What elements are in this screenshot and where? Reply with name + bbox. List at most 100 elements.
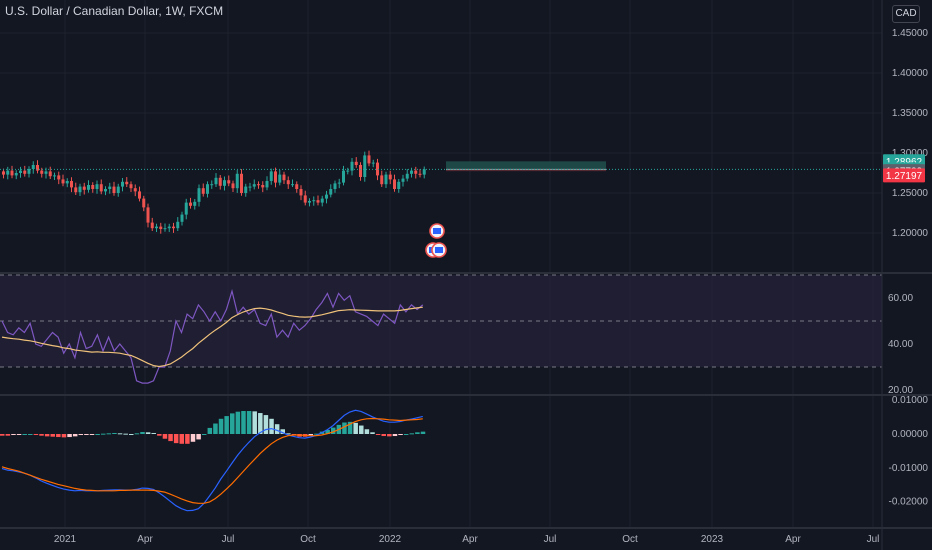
price-axis-label: 1.25000 [892, 188, 929, 199]
candle [261, 185, 265, 188]
candle [91, 185, 95, 189]
macd-histogram-bar [347, 421, 353, 434]
price-axis[interactable]: 1.45000 1.40000 1.35000 1.30000 1.25000 1.200… [888, 28, 928, 508]
flag-canton-icon [435, 247, 443, 253]
candle [214, 177, 218, 185]
price-candles [0, 150, 882, 234]
flag-canton-icon [433, 228, 441, 234]
candle [346, 170, 350, 172]
candle [61, 179, 65, 184]
macd-histogram-bar [151, 432, 156, 434]
candle [14, 173, 18, 176]
price-axis-label: 1.35000 [892, 108, 929, 119]
candle [376, 162, 379, 176]
candle [252, 184, 256, 187]
macd-histogram-bar [16, 434, 22, 435]
time-axis-label: 2022 [379, 534, 402, 545]
loss-zone [446, 169, 606, 172]
time-axis-label: Oct [300, 534, 316, 545]
macd-histogram-bar [5, 434, 11, 436]
macd-histogram-bar [129, 434, 134, 435]
event-flags[interactable] [425, 223, 447, 258]
candle [291, 184, 294, 186]
time-axis-label: Oct [622, 534, 638, 545]
time-axis-label: Jul [222, 534, 235, 545]
candle [235, 173, 239, 189]
candle [70, 181, 73, 188]
time-axis-label: Apr [462, 534, 478, 545]
candle [2, 171, 5, 175]
candle [146, 207, 150, 223]
candle [248, 186, 252, 188]
candle [384, 174, 388, 185]
macd-histogram-bar [235, 411, 241, 434]
macd-axis-label: -0.01000 [889, 463, 929, 474]
candle [19, 170, 22, 173]
candle [184, 202, 188, 215]
macd-histogram-bar [213, 423, 218, 434]
macd-histogram-bar [415, 432, 420, 434]
candle [108, 186, 112, 189]
macd-histogram-bar [274, 424, 280, 434]
candle [354, 161, 358, 165]
candle [257, 184, 260, 186]
candle [112, 186, 116, 193]
currency-badge[interactable]: CAD [892, 5, 920, 23]
macd-histogram-bar [190, 434, 196, 442]
macd-histogram-bar [330, 427, 336, 434]
candle [99, 184, 103, 192]
candle [65, 181, 69, 184]
macd-histogram-bar [95, 434, 100, 435]
candle [95, 184, 99, 189]
candle [333, 183, 337, 189]
price-axis-label: 1.30000 [892, 148, 929, 159]
rsi-axis-label: 40.00 [888, 339, 913, 350]
macd-histogram-bar [162, 434, 168, 439]
macd-histogram-bar [364, 429, 370, 434]
candle [244, 186, 248, 193]
candle [23, 170, 27, 174]
candle [176, 221, 180, 229]
macd-histogram-bar [173, 434, 179, 444]
candle [218, 177, 222, 186]
candle [414, 170, 418, 174]
candle [393, 179, 396, 189]
candle [401, 178, 405, 182]
candle [40, 170, 44, 174]
macd-histogram-bar [387, 434, 392, 437]
candle [53, 175, 56, 177]
macd-histogram-bar [28, 434, 33, 435]
macd-histogram-bar [403, 434, 409, 435]
macd-line [1, 409, 423, 512]
candle [142, 198, 146, 208]
macd-histogram-bar [375, 434, 381, 435]
price-axis-label: 1.40000 [892, 68, 929, 79]
time-axis[interactable]: 2021 Apr Jul Oct 2022 Apr Jul Oct 2023 Apr Jul [54, 534, 880, 545]
candle [363, 155, 367, 177]
macd-histogram-bar [420, 431, 426, 434]
candle [129, 184, 133, 189]
candle [150, 222, 154, 229]
candle [308, 201, 311, 203]
macd-histogram-bar [168, 434, 173, 442]
candle [240, 173, 243, 193]
macd-histogram-bar [50, 434, 55, 437]
price-axis-label: 1.20000 [892, 228, 929, 239]
macd-histogram-bar [359, 425, 364, 434]
candle [78, 186, 82, 193]
macd-histogram-bar [201, 434, 207, 435]
macd-histogram-bar [353, 422, 358, 434]
candle [201, 188, 205, 194]
macd-histogram-bar [78, 434, 84, 436]
macd-histogram-bar [308, 434, 314, 436]
candle [278, 174, 282, 183]
candle [337, 182, 341, 184]
macd-histogram-bar [106, 433, 112, 435]
macd-histogram-bar [67, 434, 72, 438]
candle [210, 184, 214, 186]
candle [6, 170, 10, 175]
macd-axis-label: 0.01000 [892, 395, 929, 406]
macd-histogram-bar [269, 418, 274, 434]
